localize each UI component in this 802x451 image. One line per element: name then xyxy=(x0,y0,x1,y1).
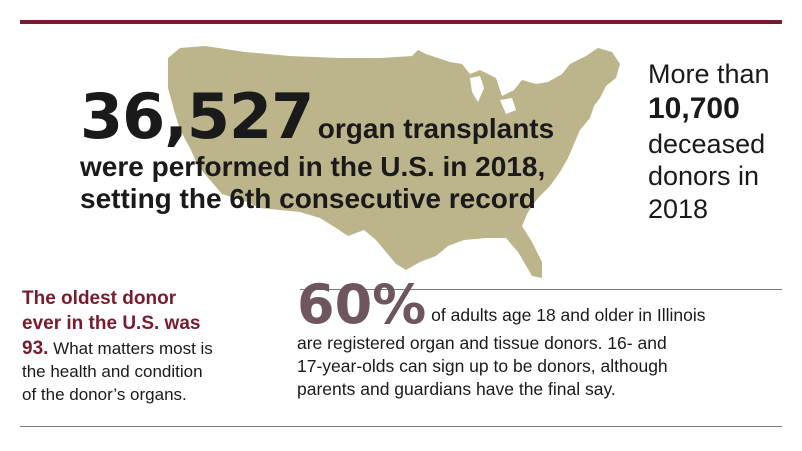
oldest-donor-age: 93. xyxy=(22,338,49,360)
transplant-count: 36,527 xyxy=(80,80,314,153)
headline-text-line2: were performed in the U.S. in 2018, xyxy=(80,151,546,183)
right-stat-line1: deceased xyxy=(648,128,766,159)
headline-text-line3: setting the 6th consecutive record xyxy=(80,182,536,214)
oldest-donor-fact: The oldest donor ever in the U.S. was 93… xyxy=(22,286,290,406)
percent-text-line4: parents and guardians have the final say… xyxy=(297,378,616,399)
percent-text-line1: of adults age 18 and older in Illinois xyxy=(431,305,706,325)
headline-stat: 36,527 organ transplants were performed … xyxy=(80,82,640,214)
registered-percent: 60% xyxy=(297,273,427,336)
percent-text-line3: 17-year-olds can sign up to be donors, a… xyxy=(297,355,668,376)
middle-divider xyxy=(300,289,782,290)
oldest-donor-text-line2: the health and condition xyxy=(22,362,203,382)
registered-donors-fact: 60% of adults age 18 and older in Illino… xyxy=(297,278,787,400)
headline-text-line1: organ transplants xyxy=(317,113,555,144)
right-stat-line2: donors in xyxy=(648,161,760,192)
oldest-donor-line2: ever in the U.S. was xyxy=(22,313,201,335)
deceased-donor-count: 10,700 xyxy=(648,91,740,125)
oldest-donor-text-line3: of the donor’s organs. xyxy=(22,384,187,404)
right-stat-line3: 2018 xyxy=(648,194,709,225)
right-stat-lead: More than xyxy=(648,59,770,89)
percent-text-line2: are registered organ and tissue donors. … xyxy=(297,333,667,353)
top-divider xyxy=(20,20,782,24)
us-map-silhouette xyxy=(168,46,620,278)
oldest-donor-text-line1: What matters most is xyxy=(53,339,213,359)
oldest-donor-line1: The oldest donor xyxy=(22,288,177,309)
bottom-divider xyxy=(20,426,782,427)
great-lakes-shape xyxy=(470,76,516,114)
deceased-donor-stat: More than 10,700 deceased donors in 2018 xyxy=(648,58,798,226)
